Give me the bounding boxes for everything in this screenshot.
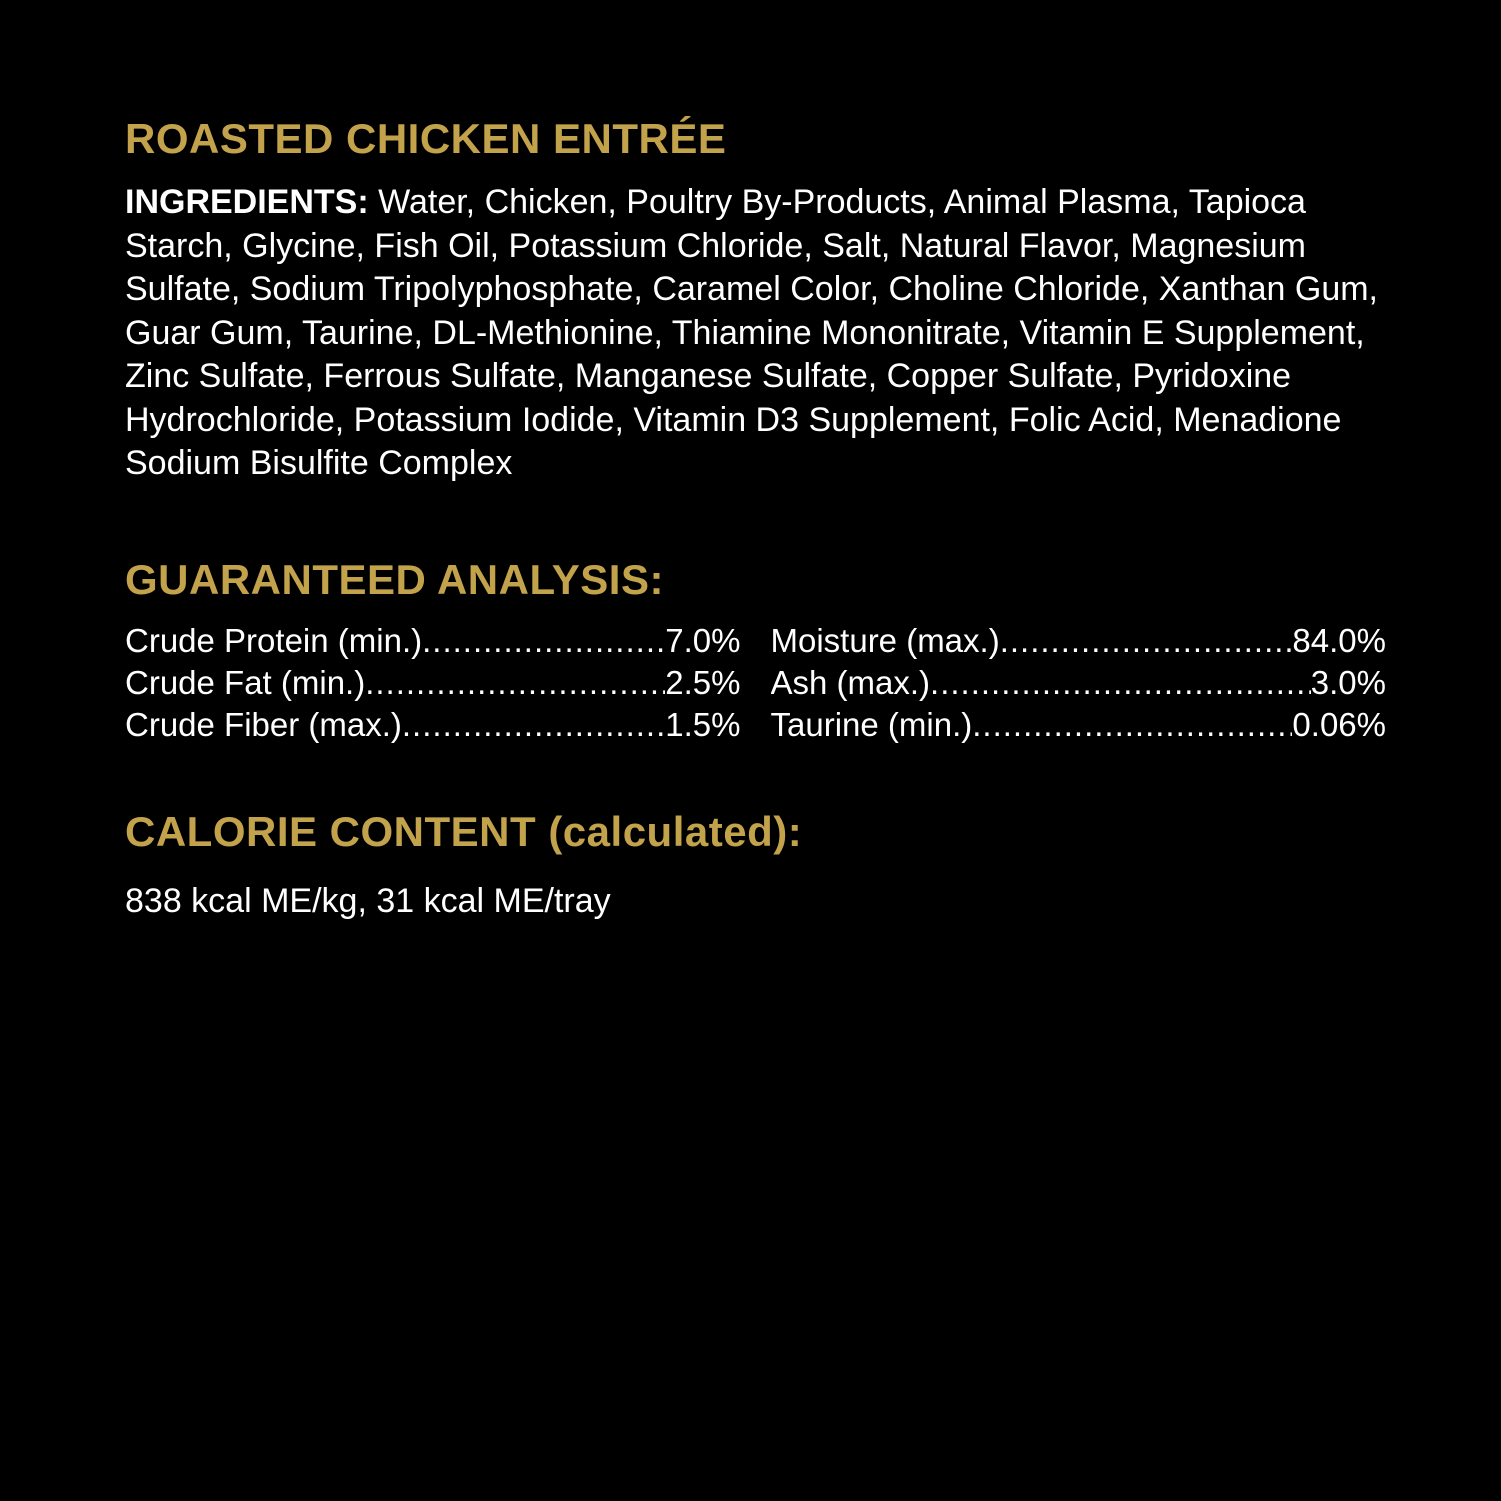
- ga-value: 2.5%: [665, 664, 740, 702]
- ga-row: Crude Protein (min.) ...................…: [125, 622, 741, 660]
- ga-value: 7.0%: [665, 622, 740, 660]
- nutrition-panel: ROASTED CHICKEN ENTRÉE INGREDIENTS: Wate…: [0, 0, 1501, 1501]
- ga-dots: ........................................…: [422, 622, 665, 660]
- ga-row: Moisture (max.) ........................…: [771, 622, 1387, 660]
- ga-value: 1.5%: [665, 706, 740, 744]
- product-title: ROASTED CHICKEN ENTRÉE: [125, 115, 1386, 163]
- ga-label: Moisture (max.): [771, 622, 1000, 660]
- calorie-section: CALORIE CONTENT (calculated): 838 kcal M…: [125, 808, 1386, 921]
- ga-dots: ........................................…: [402, 706, 665, 744]
- ga-value: 0.06%: [1292, 706, 1386, 744]
- ga-label: Crude Fat (min.): [125, 664, 365, 702]
- ingredients-text: Water, Chicken, Poultry By-Products, Ani…: [125, 183, 1378, 482]
- calorie-heading: CALORIE CONTENT (calculated):: [125, 808, 1386, 856]
- ga-value: 84.0%: [1292, 622, 1386, 660]
- ga-row: Crude Fat (min.) .......................…: [125, 664, 741, 702]
- guaranteed-analysis-heading: GUARANTEED ANALYSIS:: [125, 556, 1386, 604]
- ga-label: Crude Protein (min.): [125, 622, 422, 660]
- ga-value: 3.0%: [1311, 664, 1386, 702]
- ga-label: Taurine (min.): [771, 706, 973, 744]
- ga-label: Crude Fiber (max.): [125, 706, 402, 744]
- ingredients-label: INGREDIENTS:: [125, 183, 369, 221]
- ga-dots: ........................................…: [365, 664, 665, 702]
- ga-dots: ........................................…: [972, 706, 1292, 744]
- ga-dots: ........................................…: [1000, 622, 1293, 660]
- ga-dots: ........................................…: [930, 664, 1311, 702]
- guaranteed-analysis-section: GUARANTEED ANALYSIS: Crude Protein (min.…: [125, 556, 1386, 744]
- guaranteed-analysis-grid: Crude Protein (min.) ...................…: [125, 622, 1386, 744]
- ga-label: Ash (max.): [771, 664, 931, 702]
- calorie-text: 838 kcal ME/kg, 31 kcal ME/tray: [125, 882, 1386, 921]
- ingredients-paragraph: INGREDIENTS: Water, Chicken, Poultry By-…: [125, 181, 1386, 486]
- ga-row: Ash (max.) .............................…: [771, 664, 1387, 702]
- ga-row: Crude Fiber (max.) .....................…: [125, 706, 741, 744]
- ga-row: Taurine (min.) .........................…: [771, 706, 1387, 744]
